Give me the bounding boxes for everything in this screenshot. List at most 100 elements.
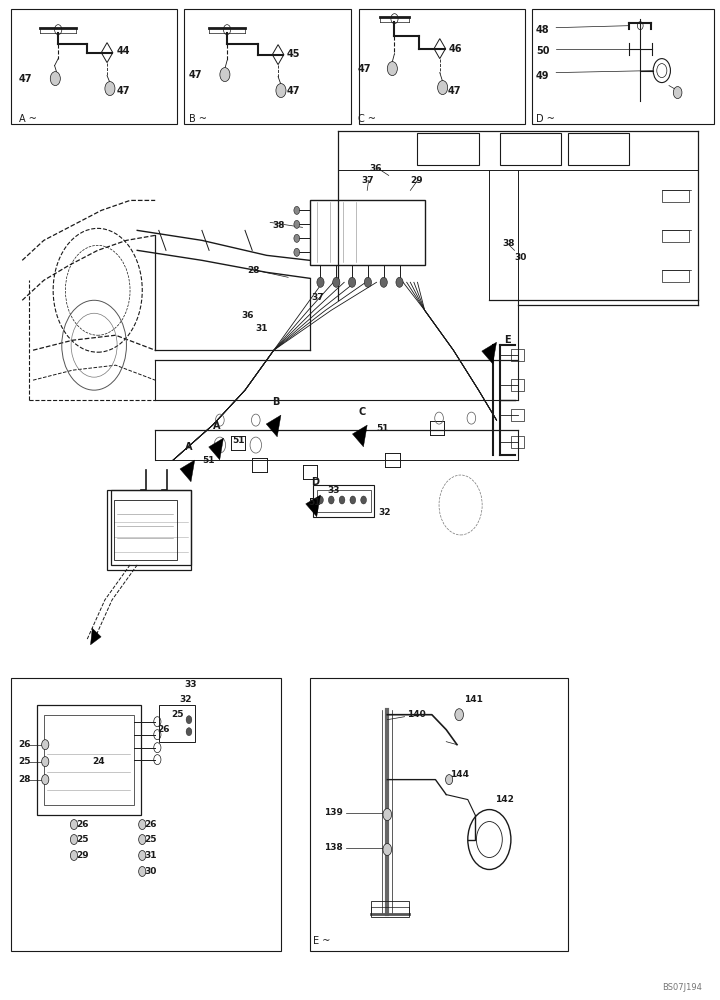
Text: 36: 36 — [241, 311, 254, 320]
Bar — [11, 678, 281, 951]
Circle shape — [139, 866, 146, 876]
Text: 46: 46 — [449, 44, 462, 54]
Text: A: A — [213, 421, 221, 431]
Circle shape — [387, 62, 397, 76]
Bar — [511, 436, 524, 448]
Text: 139: 139 — [324, 808, 343, 817]
Bar — [662, 270, 689, 282]
Text: 33: 33 — [328, 486, 340, 495]
Bar — [418, 133, 479, 165]
Circle shape — [673, 87, 682, 99]
Polygon shape — [353, 425, 367, 447]
Text: 25: 25 — [76, 835, 89, 844]
Text: 28: 28 — [247, 266, 260, 275]
Bar — [511, 409, 524, 421]
Text: 24: 24 — [93, 757, 105, 766]
Circle shape — [361, 496, 366, 504]
Circle shape — [383, 809, 392, 821]
Circle shape — [139, 820, 146, 830]
Circle shape — [42, 775, 49, 785]
Circle shape — [294, 248, 300, 256]
Text: B ~: B ~ — [189, 114, 207, 124]
Circle shape — [71, 835, 78, 845]
Text: B: B — [272, 397, 279, 407]
Text: 50: 50 — [536, 46, 549, 56]
Polygon shape — [306, 495, 320, 517]
Bar — [37, 705, 141, 815]
Text: A: A — [184, 442, 192, 452]
Bar — [511, 379, 524, 391]
Text: 44: 44 — [117, 46, 130, 56]
Bar — [317, 490, 371, 512]
Text: 30: 30 — [515, 253, 527, 262]
Text: 47: 47 — [448, 86, 462, 96]
Circle shape — [396, 277, 403, 287]
Text: 25: 25 — [145, 835, 157, 844]
Bar — [11, 9, 176, 124]
Text: 31: 31 — [145, 851, 157, 860]
Circle shape — [446, 775, 453, 785]
Text: 28: 28 — [19, 775, 31, 784]
Circle shape — [328, 496, 334, 504]
Circle shape — [186, 716, 192, 724]
Circle shape — [139, 851, 146, 860]
Circle shape — [42, 740, 49, 750]
Text: 47: 47 — [358, 64, 372, 74]
Bar — [310, 200, 425, 265]
Text: 140: 140 — [407, 710, 426, 719]
Text: E ~: E ~ — [313, 936, 330, 946]
Polygon shape — [91, 628, 101, 645]
Text: A ~: A ~ — [19, 114, 37, 124]
Bar — [371, 901, 409, 917]
Text: 25: 25 — [19, 757, 31, 766]
Text: 142: 142 — [495, 795, 514, 804]
Text: 31: 31 — [256, 324, 269, 333]
Circle shape — [339, 496, 345, 504]
Text: 26: 26 — [158, 725, 170, 734]
Circle shape — [294, 206, 300, 214]
Bar — [111, 490, 191, 565]
Polygon shape — [266, 415, 281, 437]
Text: 32: 32 — [179, 695, 192, 704]
Text: 30: 30 — [145, 867, 157, 876]
Text: 51: 51 — [308, 498, 321, 507]
Bar — [159, 705, 194, 742]
Text: 144: 144 — [450, 770, 469, 779]
Text: 38: 38 — [272, 221, 285, 230]
Bar — [184, 9, 351, 124]
Text: 51: 51 — [202, 456, 215, 465]
Circle shape — [333, 277, 340, 287]
Circle shape — [294, 234, 300, 242]
Circle shape — [50, 72, 60, 86]
Circle shape — [276, 84, 286, 98]
Circle shape — [364, 277, 372, 287]
Text: C ~: C ~ — [358, 114, 376, 124]
Circle shape — [438, 81, 448, 95]
Text: 29: 29 — [410, 176, 423, 185]
Circle shape — [294, 220, 300, 228]
Text: 47: 47 — [287, 86, 300, 96]
Polygon shape — [482, 342, 497, 364]
Circle shape — [380, 277, 387, 287]
Text: 51: 51 — [376, 424, 388, 433]
Text: 29: 29 — [76, 851, 89, 860]
Circle shape — [350, 496, 356, 504]
Circle shape — [139, 835, 146, 845]
Text: C: C — [359, 407, 366, 417]
Bar — [359, 9, 526, 124]
Circle shape — [105, 82, 115, 96]
Circle shape — [317, 277, 324, 287]
Text: 36: 36 — [369, 164, 382, 173]
Text: 47: 47 — [19, 74, 32, 84]
Text: 26: 26 — [76, 820, 89, 829]
Bar — [313, 485, 374, 517]
Text: 33: 33 — [184, 680, 197, 689]
Polygon shape — [209, 438, 223, 460]
Bar — [44, 715, 134, 805]
Circle shape — [186, 728, 192, 736]
Bar — [107, 490, 191, 570]
Text: 49: 49 — [536, 71, 549, 81]
Circle shape — [71, 851, 78, 860]
Bar — [662, 190, 689, 202]
Text: D: D — [311, 477, 319, 487]
